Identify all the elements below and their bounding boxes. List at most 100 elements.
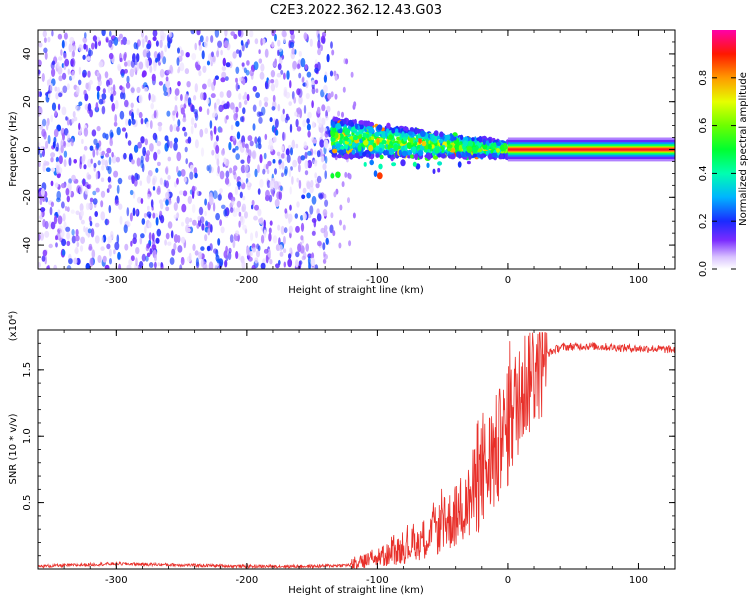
heatmap-cell [283, 72, 286, 80]
heatmap-cell [136, 39, 141, 47]
heatmap-cell [236, 181, 242, 187]
heatmap-cell [93, 162, 97, 168]
heatmap-cell [135, 209, 139, 216]
heatmap-cell [173, 234, 179, 243]
heatmap-cell [465, 151, 470, 157]
heatmap-cell [114, 241, 120, 251]
heatmap-cell [232, 135, 236, 141]
heatmap-cell [202, 65, 207, 74]
heatmap-y-axis-label: Frequency (Hz) [8, 111, 19, 187]
heatmap-cell [143, 86, 148, 92]
heatmap-cell [467, 140, 473, 147]
heatmap-cell [434, 146, 440, 154]
heatmap-cell [321, 104, 326, 112]
heatmap-cell [184, 146, 188, 153]
heatmap-cell [281, 172, 284, 178]
heatmap-cell [157, 262, 160, 267]
heatmap-cell [81, 155, 85, 165]
heatmap-cell [289, 41, 295, 49]
heatmap-cell [158, 199, 163, 204]
heatmap-cell [256, 111, 262, 118]
heatmap-cell [39, 198, 43, 205]
heatmap-cell [55, 146, 59, 152]
heatmap-cell [104, 71, 109, 79]
heatmap-cell [152, 186, 156, 191]
heatmap-cell [232, 239, 236, 249]
heatmap-cell [143, 213, 147, 218]
heatmap-cell [220, 49, 223, 56]
heatmap-cell [485, 150, 489, 155]
heatmap-cell [215, 144, 220, 154]
heatmap-cell [46, 122, 49, 131]
heatmap-cell [58, 155, 63, 165]
heatmap-cell [263, 219, 266, 229]
heatmap-cell [119, 85, 123, 91]
heatmap-cell [125, 118, 129, 127]
heatmap-cell [323, 251, 326, 257]
heatmap-cell [91, 249, 96, 259]
heatmap-cell [173, 202, 178, 211]
heatmap-cell [120, 39, 124, 45]
heatmap-cell [51, 102, 57, 111]
heatmap-cell [51, 30, 54, 37]
heatmap-cell [275, 263, 280, 269]
heatmap-cell [260, 63, 265, 72]
heatmap-cell [211, 51, 214, 58]
heatmap-cell [115, 156, 121, 163]
heatmap-cell [283, 227, 288, 234]
heatmap-cell [154, 261, 157, 269]
heatmap-cell [255, 142, 258, 149]
heatmap-cell [173, 214, 178, 220]
heatmap-cell [281, 153, 285, 159]
heatmap-cell [67, 68, 71, 75]
heatmap-cell [87, 103, 92, 112]
heatmap-cell [198, 106, 203, 112]
line-chart-y-axis-label: SNR (10 * v/v) [8, 413, 19, 484]
heatmap-cell [371, 136, 375, 141]
heatmap-cell [312, 121, 315, 129]
heatmap-cell [69, 36, 75, 44]
heatmap-cell [462, 140, 468, 147]
heatmap-cell [275, 129, 279, 136]
heatmap-cell [225, 62, 231, 68]
heatmap-cell [357, 144, 362, 152]
heatmap-cell [446, 140, 451, 146]
heatmap-cell [144, 225, 147, 234]
heatmap-cell [240, 40, 244, 46]
heatmap-cell [104, 264, 110, 269]
heatmap-cell [155, 237, 160, 244]
heatmap-cell [259, 178, 264, 188]
heatmap-cell [200, 216, 205, 224]
heatmap-cell [386, 122, 391, 130]
heatmap-cell [381, 130, 387, 138]
heatmap-cell [153, 62, 157, 72]
heatmap-cell [256, 250, 260, 258]
heatmap-cell [272, 235, 278, 244]
heatmap-cell [206, 245, 211, 252]
heatmap-cell [122, 92, 126, 100]
heatmap-cell [164, 44, 168, 53]
heatmap-cell [131, 159, 135, 165]
heatmap-cell [292, 159, 298, 168]
heatmap-cell [41, 73, 45, 82]
heatmap-cell [237, 30, 242, 37]
heatmap-cell [183, 131, 188, 137]
heatmap-cell [49, 83, 54, 92]
heatmap-cell [349, 136, 355, 140]
heatmap-cell [196, 190, 199, 196]
heatmap-cell [250, 232, 254, 241]
x-tick-label: -200 [236, 575, 259, 586]
heatmap-cell [57, 33, 63, 40]
heatmap-cell [159, 39, 163, 49]
heatmap-marks [38, 30, 675, 269]
heatmap-cell [357, 135, 362, 140]
heatmap-cell [42, 30, 47, 38]
heatmap-cell [278, 190, 283, 201]
heatmap-cell [109, 95, 113, 101]
heatmap-cell [142, 49, 147, 58]
heatmap-cell [65, 142, 71, 147]
heatmap-cell [260, 38, 264, 46]
heatmap-cell [389, 147, 394, 156]
heatmap-cell [121, 72, 125, 78]
heatmap-cell [66, 240, 71, 247]
